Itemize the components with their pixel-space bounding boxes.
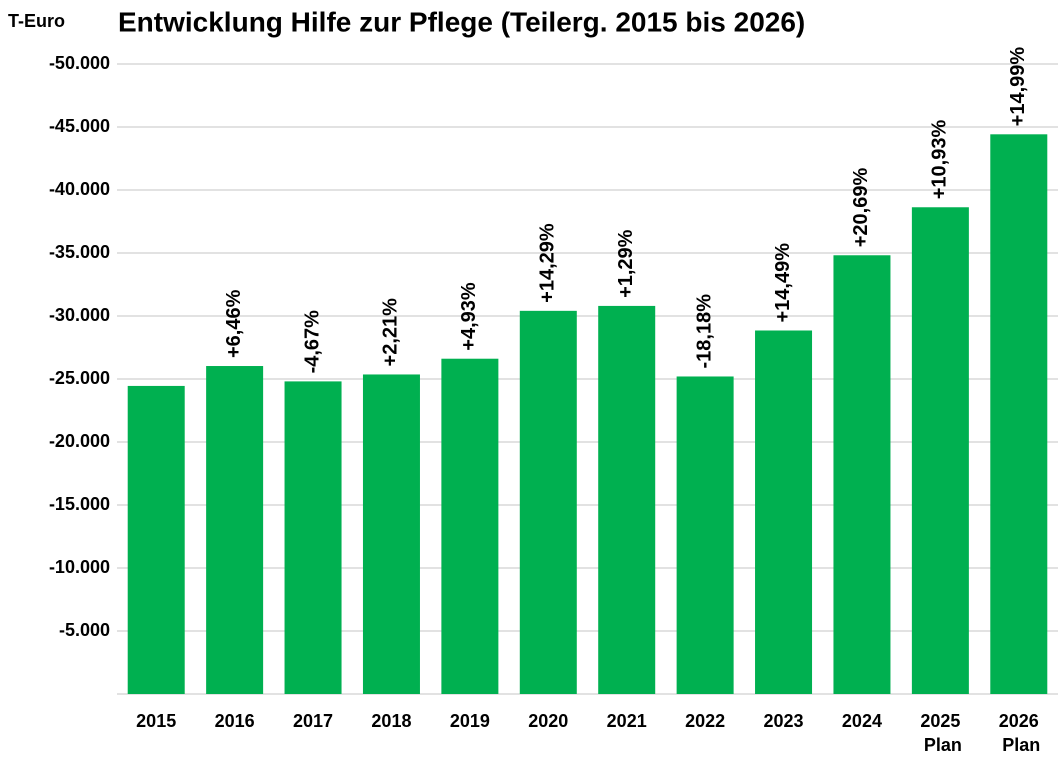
change-label: +14,99% — [1007, 47, 1029, 127]
x-tick-label: 2020 — [528, 711, 568, 731]
change-label: +14,29% — [537, 223, 559, 303]
change-label: +10,93% — [929, 120, 951, 200]
bar — [911, 207, 969, 694]
x-tick-label: 2015 — [136, 711, 176, 731]
bar — [833, 255, 891, 694]
x-tick-label: 2025 Plan — [919, 711, 962, 755]
x-tick-label: 2017 — [293, 711, 333, 731]
y-tick-label: -25.000 — [49, 368, 110, 388]
bar — [990, 134, 1048, 695]
change-label: -18,18% — [693, 294, 715, 369]
bar — [206, 366, 264, 694]
change-label: -4,67% — [301, 310, 323, 374]
y-tick-label: -30.000 — [49, 305, 110, 325]
y-tick-label: -20.000 — [49, 431, 110, 451]
x-tick-label: 2016 — [215, 711, 255, 731]
change-label: +2,21% — [380, 298, 402, 367]
y-tick-label: -10.000 — [49, 557, 110, 577]
change-label: +20,69% — [850, 168, 872, 248]
x-tick-label: 2023 — [764, 711, 804, 731]
x-tick-label: 2021 — [607, 711, 647, 731]
y-tick-label: -45.000 — [49, 116, 110, 136]
y-tick-label: -5.000 — [59, 620, 110, 640]
x-tick-label: 2019 — [450, 711, 490, 731]
x-tick-label: 2018 — [371, 711, 411, 731]
change-label: +14,49% — [772, 243, 794, 323]
bar — [598, 305, 656, 694]
y-tick-label: -15.000 — [49, 494, 110, 514]
bar — [519, 310, 577, 694]
y-unit: T-Euro — [8, 11, 65, 31]
change-label: +6,46% — [223, 289, 245, 358]
y-tick-label: -40.000 — [49, 179, 110, 199]
change-label: +1,29% — [615, 229, 637, 298]
bar — [441, 358, 499, 694]
bar — [755, 330, 813, 694]
bar — [127, 385, 185, 694]
change-label: +4,93% — [458, 282, 480, 351]
x-tick-label: 2022 — [685, 711, 725, 731]
chart-title: Entwicklung Hilfe zur Pflege (Teilerg. 2… — [118, 6, 805, 37]
x-tick-label: 2026 Plan — [997, 711, 1040, 755]
y-tick-label: -35.000 — [49, 242, 110, 262]
y-tick-label: -50.000 — [49, 53, 110, 73]
bar — [362, 374, 420, 694]
bar — [676, 376, 734, 694]
x-tick-label: 2024 — [842, 711, 882, 731]
bar — [284, 381, 342, 694]
